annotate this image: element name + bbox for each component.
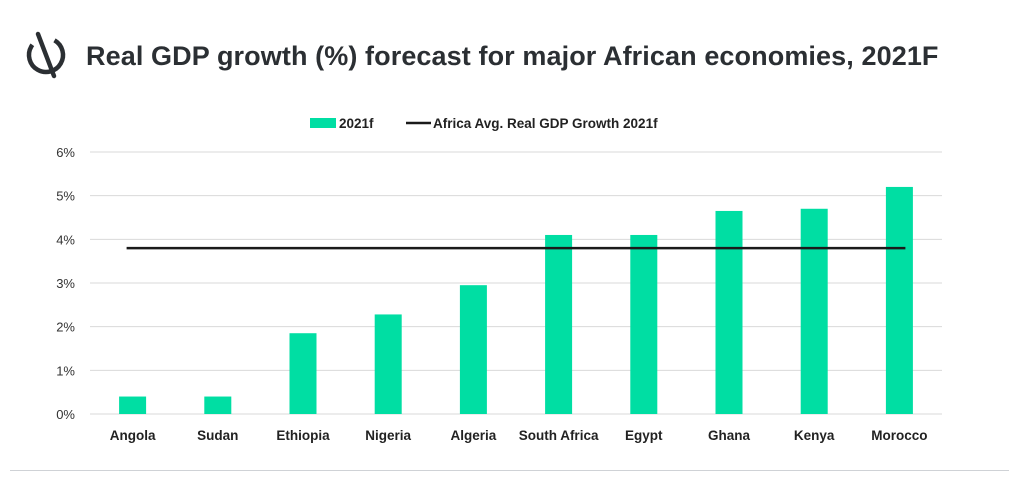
bar — [289, 333, 317, 414]
x-tick-label: Algeria — [451, 428, 497, 443]
x-tick-label: Morocco — [871, 428, 927, 443]
y-axis-ticks: 0% 1% 2% 3% 4% 5% 6% — [56, 145, 75, 422]
bars — [119, 186, 913, 414]
y-tick-label: 1% — [56, 363, 75, 378]
y-tick-label: 2% — [56, 320, 75, 335]
y-tick-label: 0% — [56, 407, 75, 422]
bar — [545, 234, 573, 414]
y-tick-label: 5% — [56, 189, 75, 204]
bar — [885, 186, 913, 414]
y-tick-label: 4% — [56, 232, 75, 247]
gridlines — [90, 151, 942, 415]
legend-bar-swatch — [310, 118, 336, 128]
chart-legend: 2021f Africa Avg. Real GDP Growth 2021f — [310, 116, 658, 131]
legend-label-average: Africa Avg. Real GDP Growth 2021f — [433, 116, 658, 131]
brand-logo-icon — [26, 31, 66, 79]
x-tick-label: Kenya — [794, 428, 835, 443]
x-tick-label: Nigeria — [365, 428, 411, 443]
bar-chart: 2021f Africa Avg. Real GDP Growth 2021f … — [56, 116, 942, 443]
x-tick-label: Angola — [110, 428, 156, 443]
y-tick-label: 3% — [56, 276, 75, 291]
bar — [715, 210, 743, 414]
bar — [459, 285, 487, 414]
bar — [204, 396, 232, 414]
x-tick-label: South Africa — [519, 428, 599, 443]
legend-label-bars: 2021f — [339, 116, 374, 131]
x-axis-ticks: Angola Sudan Ethiopia Nigeria Algeria South A… — [110, 428, 928, 443]
x-tick-label: Ethiopia — [276, 428, 330, 443]
bar — [630, 234, 658, 414]
bar — [800, 208, 828, 414]
y-tick-label: 6% — [56, 145, 75, 160]
bar — [119, 396, 147, 414]
header: Real GDP growth (%) forecast for major A… — [24, 26, 939, 86]
page-title: Real GDP growth (%) forecast for major A… — [86, 40, 939, 71]
bar — [374, 314, 402, 414]
x-tick-label: Egypt — [625, 428, 663, 443]
x-tick-label: Ghana — [708, 428, 751, 443]
divider — [10, 470, 1009, 471]
x-tick-label: Sudan — [197, 428, 238, 443]
